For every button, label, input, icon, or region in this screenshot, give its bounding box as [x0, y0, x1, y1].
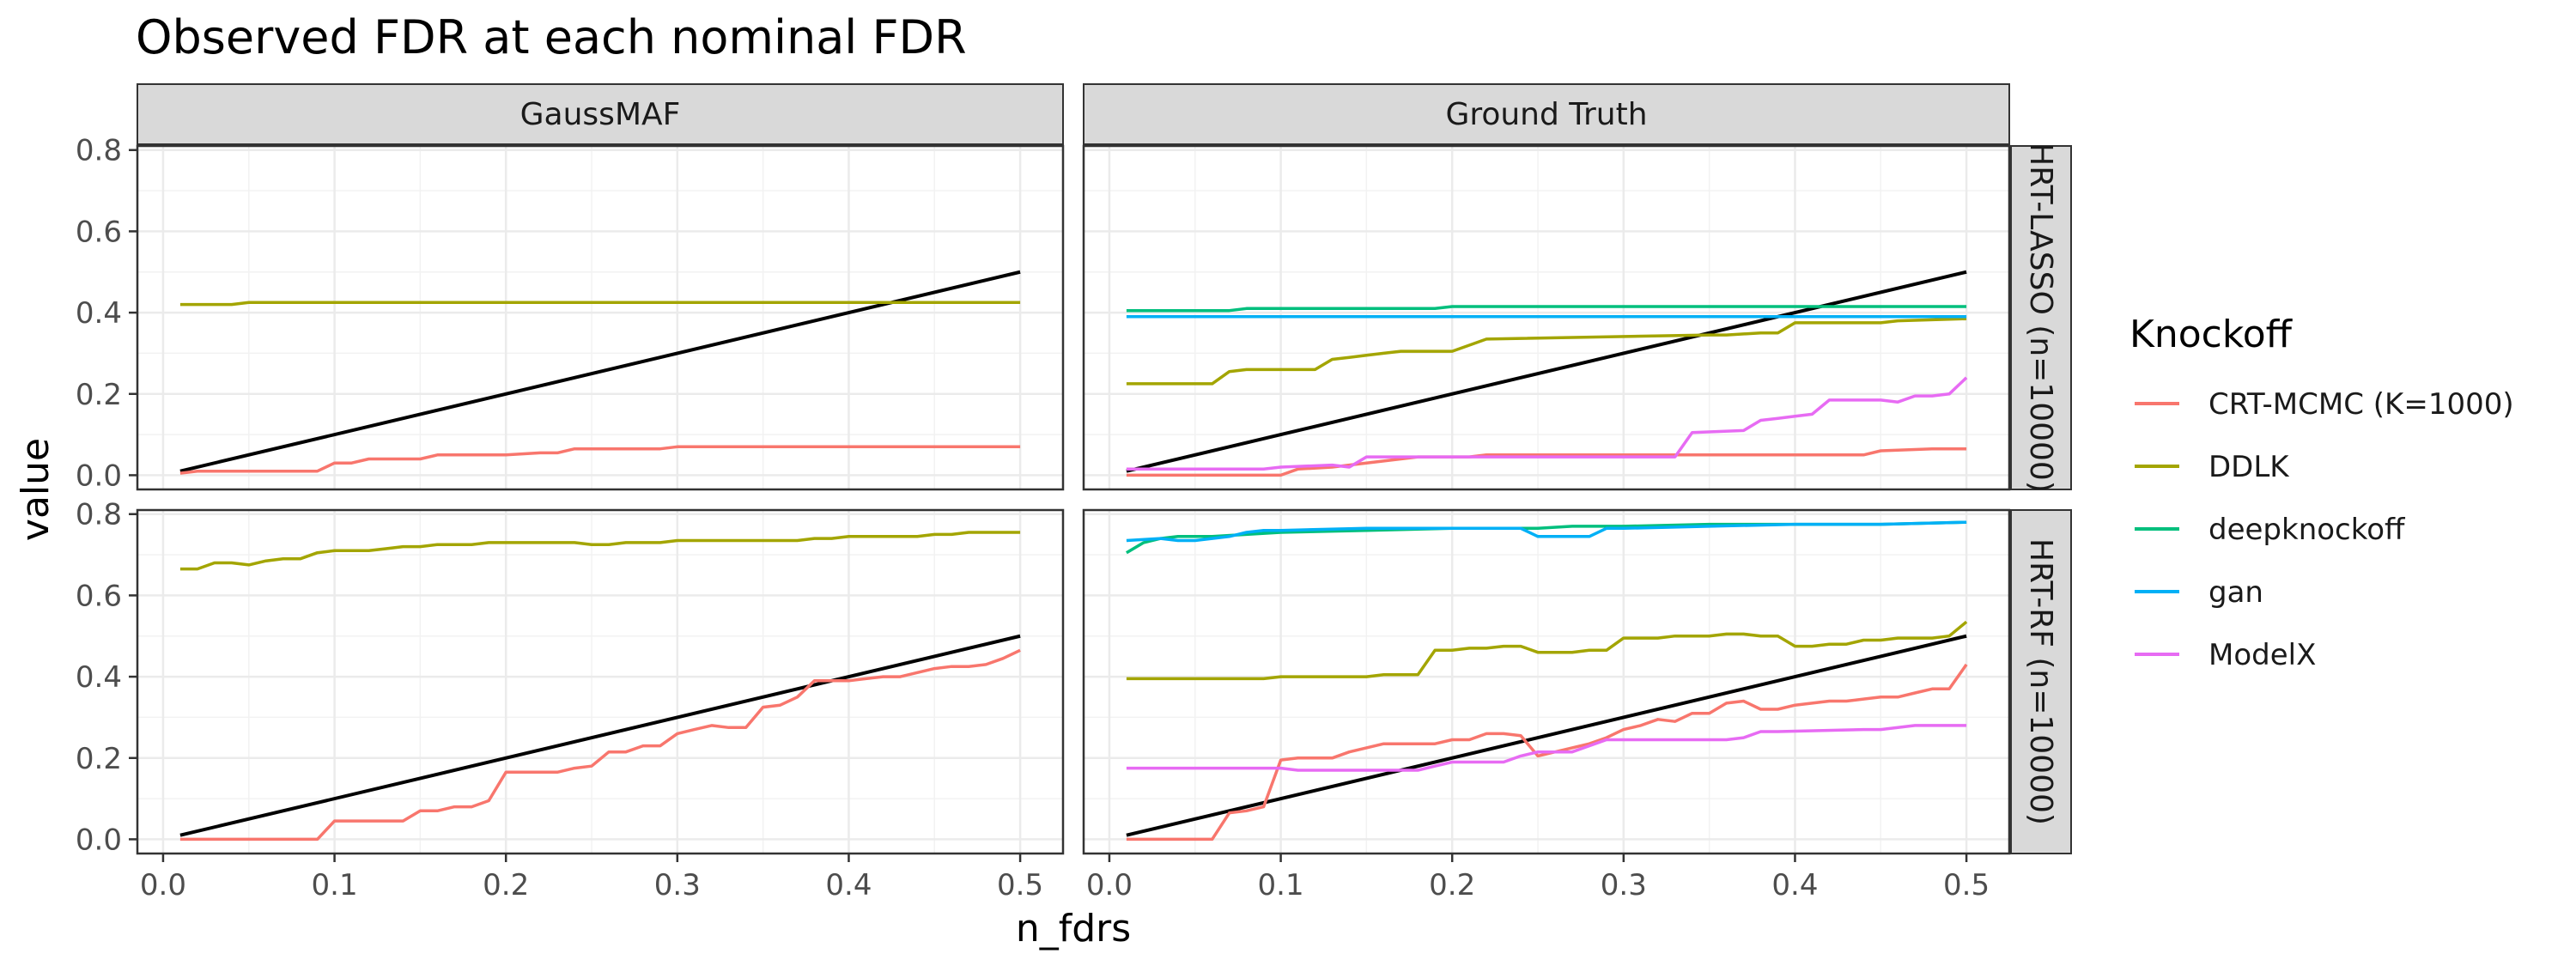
facet-panel — [137, 510, 1063, 854]
series-line-modelx — [1126, 376, 1968, 471]
y-tick-label: 0.0 — [76, 459, 122, 493]
panel-background — [137, 510, 1063, 854]
legend-title: Knockoff — [2129, 313, 2293, 356]
facet-strip-row — [2010, 509, 2072, 854]
x-tick-label: 0.4 — [1771, 868, 1818, 902]
y-tick-label: 0.4 — [76, 296, 122, 331]
facet-strip-row-label-group: HRT-RF (n=10000) — [2023, 538, 2058, 825]
panel-border — [1082, 508, 2011, 855]
panel-border — [136, 508, 1065, 855]
legend-label-ddlk: DDLK — [2208, 450, 2290, 484]
y-tick-label: 0.4 — [76, 660, 122, 695]
series-line-crt-mcmc-k-1000 — [1126, 663, 1968, 841]
facet-strip-row — [2010, 145, 2072, 490]
series-line-ddlk — [1126, 317, 1967, 386]
series-line-crt-mcmc-k-1000 — [179, 648, 1021, 841]
facet-panel — [137, 146, 1063, 489]
legend-label-gan: gan — [2208, 575, 2263, 610]
facet-strip-row-label-group: HRT-LASSO (n=10000) — [2023, 143, 2058, 493]
series-line-modelx — [1126, 724, 1967, 772]
legend-label-modelx: ModelX — [2208, 638, 2316, 672]
panel-series-group — [179, 270, 1021, 475]
x-tick-label: 0.0 — [140, 868, 186, 902]
series-line-ddlk — [179, 301, 1021, 307]
x-tick-label: 0.3 — [654, 868, 701, 902]
facet-strip-label: GaussMAF — [520, 97, 681, 132]
x-tick-label: 0.5 — [1943, 868, 1990, 902]
facet-strip-column — [137, 83, 1064, 145]
y-tick-label: 0.2 — [76, 742, 122, 776]
panel-series-group — [1126, 270, 1968, 477]
identity-reference-line — [179, 270, 1021, 473]
x-tick-label: 0.5 — [997, 868, 1043, 902]
x-axis-title: n_fdrs — [1016, 907, 1131, 951]
panel-border — [1082, 144, 2011, 491]
series-line-gan — [1126, 520, 1967, 543]
y-tick-label: 0.0 — [76, 823, 122, 857]
facet-strip-row-label: HRT-LASSO (n=10000) — [2023, 143, 2058, 493]
legend: Knockoff CRT-MCMC (K=1000) DDLK deepknocko… — [2129, 313, 2514, 672]
panel-background — [137, 146, 1063, 489]
identity-reference-line — [179, 634, 1021, 837]
x-tick-label: 0.4 — [825, 868, 872, 902]
panel-series-group — [1126, 520, 1968, 841]
y-tick-label: 0.6 — [76, 579, 122, 613]
series-line-ddlk — [179, 531, 1021, 571]
panel-border — [136, 144, 1065, 491]
y-tick-label: 0.6 — [76, 215, 122, 249]
panel-background — [1084, 510, 2009, 854]
series-line-crt-mcmc-k-1000 — [179, 445, 1021, 475]
x-tick-label: 0.3 — [1601, 868, 1647, 902]
series-line-deepknockoff — [1126, 305, 1967, 313]
panel-series-group — [179, 531, 1021, 841]
legend-label-crt-mcmc-k-1000: CRT-MCMC (K=1000) — [2208, 387, 2514, 422]
x-tick-label: 0.1 — [312, 868, 358, 902]
facet-strip-row-label: HRT-RF (n=10000) — [2023, 538, 2058, 825]
legend-label-deepknockoff: deepknockoff — [2208, 513, 2406, 547]
facet-panel — [1084, 510, 2009, 854]
x-tick-label: 0.2 — [1429, 868, 1475, 902]
series-line-ddlk — [1126, 620, 1968, 681]
x-tick-label: 0.2 — [483, 868, 529, 902]
facet-strip-column — [1083, 83, 2010, 145]
x-tick-label: 0.1 — [1258, 868, 1304, 902]
facet-strip-label: Ground Truth — [1445, 97, 1647, 132]
y-axis-title: value — [14, 438, 58, 541]
chart-title: Observed FDR at each nominal FDR — [136, 10, 967, 64]
y-tick-label: 0.8 — [76, 498, 122, 532]
y-tick-label: 0.8 — [76, 134, 122, 168]
y-tick-label: 0.2 — [76, 378, 122, 412]
plot-area: GaussMAF Ground Truth HRT-LASSO (n=10000) H… — [76, 83, 2072, 902]
x-tick-label: 0.0 — [1086, 868, 1133, 902]
